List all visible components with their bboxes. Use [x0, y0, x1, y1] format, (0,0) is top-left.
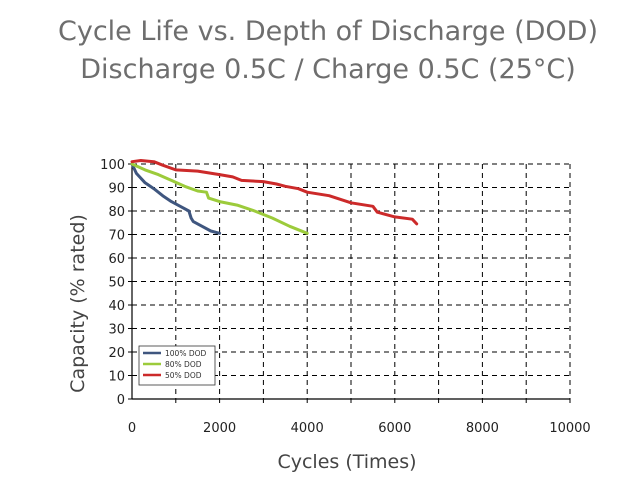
x-tick-labels: 0 2000 4000 6000 8000 10000: [128, 421, 591, 436]
y-tick-label: 20: [108, 346, 125, 361]
x-tick-label: 10000: [549, 421, 590, 436]
x-tick-label: 8000: [466, 421, 499, 436]
x-tick-label: 6000: [378, 421, 411, 436]
y-tick-label: 80: [108, 205, 125, 220]
series-lines: [130, 159, 419, 235]
chart-title: Cycle Life vs. Depth of Discharge (DOD): [58, 16, 598, 47]
y-tick-label: 60: [108, 252, 125, 267]
x-tick-label: 4000: [291, 421, 324, 436]
y-axis-label: Capacity (% rated): [67, 214, 89, 393]
y-tick-label: 100: [100, 158, 125, 173]
y-tick-labels: 0 10 20 30 40 50 60 70 80 90 100: [100, 158, 125, 408]
y-tick-label: 0: [117, 393, 125, 408]
x-tick-label: 0: [128, 421, 136, 436]
y-tick-label: 50: [108, 276, 125, 291]
legend-label: 50% DOD: [165, 371, 202, 380]
y-tick-label: 10: [108, 370, 125, 385]
legend-label: 80% DOD: [165, 360, 202, 369]
x-tick-label: 2000: [203, 421, 236, 436]
series-line: [130, 162, 222, 235]
y-tick-label: 70: [108, 229, 125, 244]
series-line: [130, 159, 419, 226]
legend: 100% DOD 80% DOD 50% DOD: [138, 345, 216, 386]
legend-label: 100% DOD: [165, 349, 207, 358]
y-tick-label: 90: [108, 182, 125, 197]
axes: [128, 162, 571, 403]
chart-subtitle: Discharge 0.5C / Charge 0.5C (25°C): [80, 54, 576, 85]
y-tick-label: 40: [108, 299, 125, 314]
x-axis-label: Cycles (Times): [277, 451, 416, 473]
series-line: [130, 162, 309, 235]
y-tick-label: 30: [108, 323, 125, 338]
